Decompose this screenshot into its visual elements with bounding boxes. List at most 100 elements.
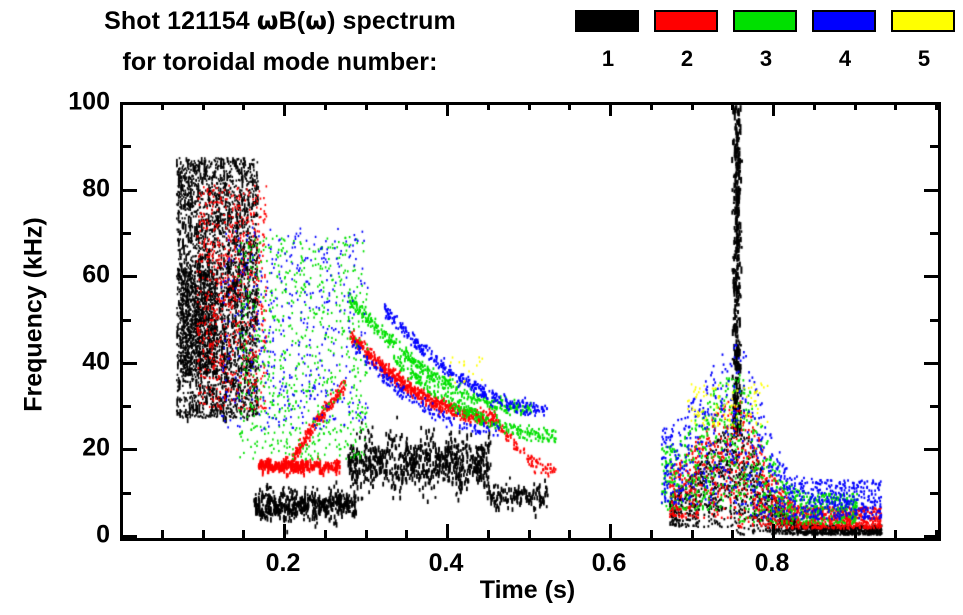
legend-swatch-mode-n3 xyxy=(733,10,797,32)
x-tick-label: 0.6 xyxy=(591,549,627,577)
x-tick-label: 0.2 xyxy=(265,549,301,577)
x-tick xyxy=(364,530,368,538)
y-tick-label: 100 xyxy=(68,87,110,116)
x-tick xyxy=(690,530,694,538)
y-tick-right xyxy=(930,145,938,149)
x-tick-top xyxy=(772,102,775,116)
x-tick xyxy=(772,524,775,538)
x-tick-top xyxy=(201,102,205,110)
y-tick-right xyxy=(924,535,938,538)
y-tick-right xyxy=(924,275,938,279)
x-tick xyxy=(120,530,123,538)
x-tick-top xyxy=(731,102,735,110)
y-tick-right xyxy=(924,361,938,365)
y-tick-right xyxy=(930,405,938,409)
figure-title: Shot 121154 ωB(ω) spectrum for toroidal … xyxy=(0,0,560,92)
x-tick-label: 0.4 xyxy=(428,549,464,577)
legend-entry-mode-n5: 5 xyxy=(891,10,957,70)
x-tick-top xyxy=(446,102,449,116)
y-tick xyxy=(123,491,131,495)
x-tick-top xyxy=(160,102,164,110)
x-tick xyxy=(323,530,327,538)
y-tick-label: 20 xyxy=(82,433,110,462)
x-tick-top xyxy=(649,102,653,110)
x-tick-top xyxy=(894,102,898,110)
legend-entry-mode-n4: 4 xyxy=(812,10,878,70)
title-line-2: for toroidal mode number: xyxy=(122,48,438,76)
legend-label-mode-n5: 5 xyxy=(917,46,931,71)
legend-label-mode-n2: 2 xyxy=(680,46,694,71)
y-tick-label: 40 xyxy=(82,347,110,376)
spectrogram-canvas xyxy=(123,105,938,538)
y-tick-right xyxy=(930,318,938,322)
x-tick xyxy=(486,530,490,538)
x-tick xyxy=(731,530,735,538)
y-tick xyxy=(123,145,131,149)
x-tick-top xyxy=(690,102,694,110)
y-tick-label: 60 xyxy=(82,260,110,289)
y-tick-right xyxy=(930,491,938,495)
x-tick xyxy=(283,524,286,538)
x-tick xyxy=(894,530,898,538)
x-tick-top xyxy=(527,102,531,110)
omega-symbol-2: ω xyxy=(305,6,328,35)
x-axis-title: Time (s) xyxy=(479,576,576,604)
x-tick-top xyxy=(283,102,286,116)
x-tick xyxy=(853,530,857,538)
x-tick xyxy=(527,530,531,538)
legend-entry-mode-n2: 2 xyxy=(654,10,720,70)
x-tick-top xyxy=(812,102,816,110)
legend-label-mode-n3: 3 xyxy=(759,46,773,71)
x-tick xyxy=(812,530,816,538)
legend-swatch-mode-n1 xyxy=(575,10,639,32)
y-tick-right xyxy=(924,102,938,105)
y-tick xyxy=(123,405,131,409)
x-tick xyxy=(935,530,938,538)
y-tick xyxy=(123,188,137,192)
x-tick xyxy=(160,530,164,538)
legend-swatch-mode-n5 xyxy=(891,10,955,32)
y-tick-label: 0 xyxy=(96,520,110,549)
x-tick-top xyxy=(486,102,490,110)
x-tick xyxy=(446,524,449,538)
x-tick-top xyxy=(364,102,368,110)
x-tick-top xyxy=(242,102,246,110)
x-tick-label: 0.8 xyxy=(754,549,790,577)
x-tick xyxy=(201,530,205,538)
y-tick xyxy=(123,318,131,322)
legend-entry-mode-n1: 1 xyxy=(575,10,641,70)
y-tick-right xyxy=(924,448,938,452)
x-tick-top xyxy=(568,102,572,110)
x-tick-top xyxy=(405,102,409,110)
legend-label-mode-n1: 1 xyxy=(601,46,615,71)
x-tick xyxy=(568,530,572,538)
y-tick xyxy=(123,102,137,105)
omega-symbol-1: ω xyxy=(256,6,279,35)
y-tick-right xyxy=(930,231,938,235)
legend-entry-mode-n3: 3 xyxy=(733,10,799,70)
legend-label-mode-n4: 4 xyxy=(838,46,852,71)
y-tick-right xyxy=(924,188,938,192)
y-tick xyxy=(123,448,137,452)
x-tick xyxy=(649,530,653,538)
y-tick-label: 80 xyxy=(82,174,110,203)
legend-swatch-mode-n4 xyxy=(812,10,876,32)
x-tick-top xyxy=(609,102,612,116)
x-tick-top xyxy=(120,102,123,110)
y-tick xyxy=(123,231,131,235)
x-tick xyxy=(242,530,246,538)
y-tick xyxy=(123,361,137,365)
legend: 1 2 3 4 5 xyxy=(575,10,955,92)
x-tick xyxy=(405,530,409,538)
y-axis-title: Frequency (kHz) xyxy=(19,217,48,412)
x-tick-top xyxy=(323,102,327,110)
x-tick-top xyxy=(853,102,857,110)
y-tick xyxy=(123,535,137,538)
x-tick-top xyxy=(935,102,938,110)
plot-area xyxy=(120,102,941,541)
y-tick xyxy=(123,275,137,279)
x-tick xyxy=(609,524,612,538)
legend-swatch-mode-n2 xyxy=(654,10,718,32)
title-line-1: Shot 121154 ωB(ω) spectrum xyxy=(104,6,456,35)
